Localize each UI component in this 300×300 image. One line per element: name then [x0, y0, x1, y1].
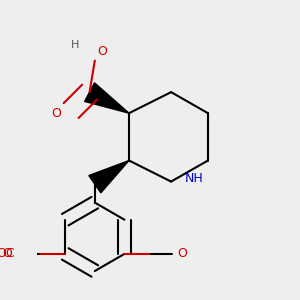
Text: OC: OC: [0, 248, 15, 260]
Text: O: O: [51, 107, 61, 120]
Text: O: O: [177, 248, 187, 260]
Text: NH: NH: [184, 172, 203, 185]
Polygon shape: [89, 160, 129, 193]
Text: O: O: [3, 248, 13, 260]
Polygon shape: [85, 83, 129, 113]
Text: O: O: [98, 45, 107, 58]
Text: H: H: [71, 40, 79, 50]
